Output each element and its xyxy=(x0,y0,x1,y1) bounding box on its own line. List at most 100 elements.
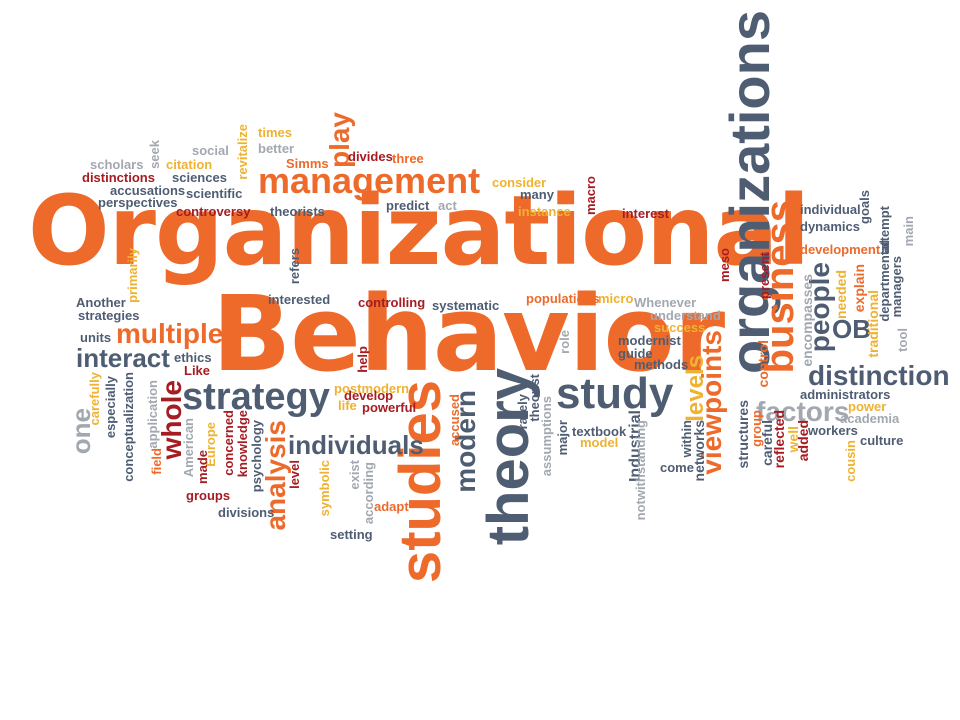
word: knowledge xyxy=(235,410,250,478)
word: life xyxy=(338,398,357,413)
word: American xyxy=(181,418,196,478)
word: psychology xyxy=(249,420,264,493)
word: study xyxy=(556,369,674,418)
word: citation xyxy=(166,157,213,172)
word: factors xyxy=(756,396,850,427)
word: develop xyxy=(344,388,394,403)
word: help xyxy=(355,346,370,373)
word: populations xyxy=(526,291,600,306)
word: Like xyxy=(184,363,211,378)
word: controlling xyxy=(358,295,426,310)
word: act xyxy=(438,198,457,213)
word: controversy xyxy=(176,204,251,219)
word: reflected xyxy=(771,410,787,469)
word: encompasses xyxy=(799,274,815,367)
word: theorists xyxy=(270,204,325,219)
word: adapt xyxy=(374,499,409,514)
word: assumptions xyxy=(539,396,554,477)
word: seek xyxy=(147,140,162,169)
word: understand xyxy=(650,308,721,323)
word: culture xyxy=(860,433,904,448)
word: meso xyxy=(717,248,732,282)
word: refers xyxy=(287,248,302,285)
word: social xyxy=(192,143,229,158)
word: three xyxy=(392,151,424,166)
word: revitalize xyxy=(235,124,250,180)
word: structures xyxy=(735,400,751,469)
word: strategy xyxy=(182,376,330,418)
word: systematic xyxy=(432,298,500,313)
word: groups xyxy=(186,488,231,503)
word: carefully xyxy=(87,372,102,426)
word: dynamics xyxy=(800,219,860,234)
word: divisions xyxy=(218,505,275,520)
word: managers xyxy=(889,256,904,318)
word: application xyxy=(145,380,160,449)
word: Behavior xyxy=(212,273,725,395)
word: interest xyxy=(622,206,669,221)
word: methods xyxy=(634,357,689,372)
word: instance xyxy=(518,204,571,219)
word: development xyxy=(800,242,881,257)
word: role xyxy=(557,330,572,354)
word: conceptualization xyxy=(121,372,136,482)
word: power xyxy=(848,399,887,414)
word: scientific xyxy=(186,186,243,201)
word: postmodern xyxy=(334,381,410,396)
word: guide xyxy=(618,346,653,361)
word: divides xyxy=(348,149,393,164)
word: perspectives xyxy=(98,195,178,210)
word: within xyxy=(679,420,694,458)
word: individuals xyxy=(288,430,424,460)
word: model xyxy=(580,435,619,450)
word: Whenever xyxy=(634,295,697,310)
word: many xyxy=(520,187,554,202)
word: times xyxy=(258,125,292,140)
word: main xyxy=(901,216,916,247)
word: sciences xyxy=(172,170,227,185)
word: needed xyxy=(833,270,849,320)
word: success xyxy=(654,320,706,335)
word: strategies xyxy=(78,308,140,323)
word: workers xyxy=(808,423,858,438)
word: textbook xyxy=(572,424,627,439)
word: exist xyxy=(347,460,362,490)
word: come xyxy=(660,460,694,475)
word: according xyxy=(361,462,376,525)
word: distinctions xyxy=(82,170,155,185)
word: scholars xyxy=(90,157,144,172)
word: networks xyxy=(691,420,707,482)
word: micro xyxy=(598,291,634,306)
word: better xyxy=(258,141,295,156)
word: management xyxy=(258,160,481,201)
word: consider xyxy=(492,175,547,190)
word: interact xyxy=(76,343,170,373)
word: OB xyxy=(832,314,871,344)
word: major xyxy=(555,420,570,456)
word: level xyxy=(287,460,302,489)
word: powerful xyxy=(362,400,417,415)
word: ethics xyxy=(174,350,212,365)
word: notwithstanding xyxy=(633,420,648,521)
word: individual xyxy=(800,202,861,217)
word: Organizational xyxy=(28,175,810,287)
word: symbolic xyxy=(317,460,332,517)
word: made xyxy=(195,450,210,484)
word: macro xyxy=(583,176,598,216)
word: cousin xyxy=(843,440,858,482)
word: administrators xyxy=(800,387,891,402)
word: tool xyxy=(895,328,910,352)
word: accusations xyxy=(110,183,186,198)
word: Another xyxy=(76,295,126,310)
word: control xyxy=(755,340,771,388)
word: especially xyxy=(103,376,118,439)
word: multiple xyxy=(116,318,224,349)
word: distinction xyxy=(808,360,950,391)
word: predict xyxy=(386,198,430,213)
word: present xyxy=(757,252,772,299)
word: academia xyxy=(840,411,900,426)
word: field xyxy=(149,448,164,475)
word: accused xyxy=(447,394,462,447)
word: interested xyxy=(268,292,331,307)
